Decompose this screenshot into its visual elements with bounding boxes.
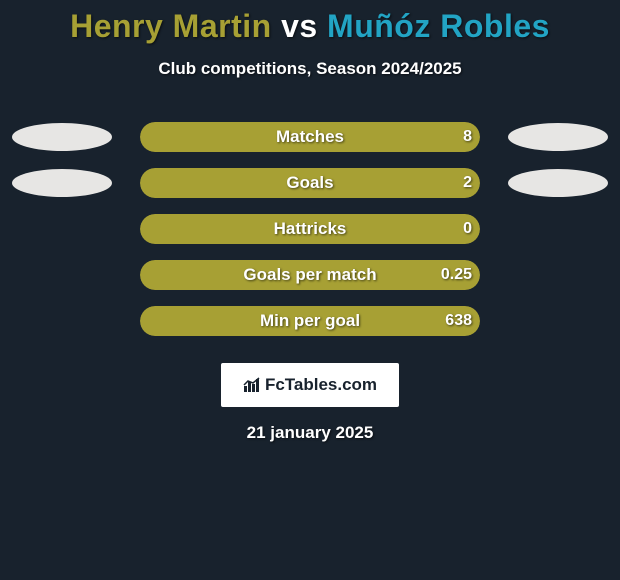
stat-row: Matches8 <box>0 115 620 161</box>
subtitle: Club competitions, Season 2024/2025 <box>0 59 620 79</box>
stat-row: Hattricks0 <box>0 207 620 253</box>
stats-container: Matches8Goals2Hattricks0Goals per match0… <box>0 115 620 345</box>
stat-bar-left <box>140 260 480 290</box>
player-right-marker <box>508 123 608 151</box>
title-player-left: Henry Martin <box>70 8 272 44</box>
stat-row: Goals2 <box>0 161 620 207</box>
stat-bar-track <box>140 214 480 244</box>
player-right-marker <box>508 169 608 197</box>
stat-row: Min per goal638 <box>0 299 620 345</box>
stat-row: Goals per match0.25 <box>0 253 620 299</box>
source-badge-text: FcTables.com <box>265 375 377 394</box>
snapshot-date: 21 january 2025 <box>0 423 620 443</box>
stat-value-right: 0.25 <box>441 260 472 290</box>
chart-icon <box>243 377 261 393</box>
player-left-marker <box>12 169 112 197</box>
stat-bar-track <box>140 122 480 152</box>
stat-bar-left <box>140 306 480 336</box>
stat-bar-track <box>140 260 480 290</box>
stat-bar-track <box>140 306 480 336</box>
stat-value-right: 0 <box>463 214 472 244</box>
stat-bar-track <box>140 168 480 198</box>
stat-value-right: 2 <box>463 168 472 198</box>
title-player-right: Muñóz Robles <box>327 8 550 44</box>
player-left-marker <box>12 123 112 151</box>
stat-value-right: 8 <box>463 122 472 152</box>
source-badge[interactable]: FcTables.com <box>221 363 399 407</box>
stat-bar-left <box>140 214 480 244</box>
stat-bar-left <box>140 122 480 152</box>
stat-value-right: 638 <box>445 306 472 336</box>
page-title: Henry Martin vs Muñóz Robles <box>0 8 620 45</box>
stat-bar-left <box>140 168 480 198</box>
title-vs: vs <box>281 8 318 44</box>
